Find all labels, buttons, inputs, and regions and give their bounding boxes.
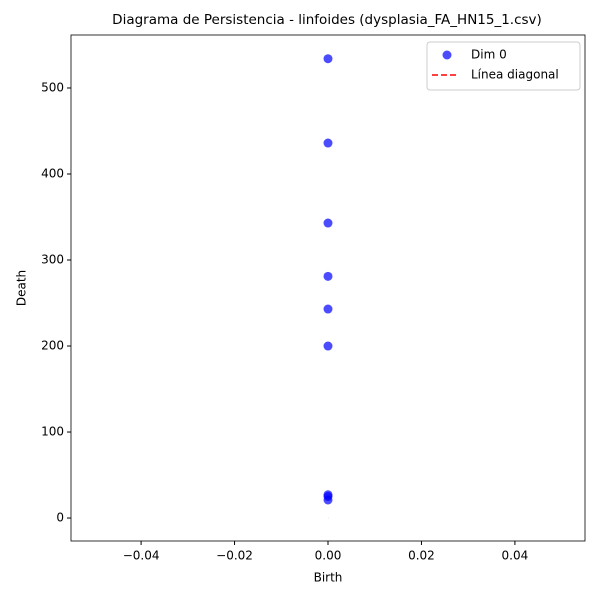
x-tick-label: 0.00: [315, 549, 342, 563]
point: [323, 138, 333, 148]
legend-label: Línea diagonal: [471, 68, 559, 82]
point: [323, 271, 333, 281]
y-tick-label: 100: [41, 425, 64, 439]
y-tick-label: 300: [41, 253, 64, 267]
x-tick-label: 0.02: [408, 549, 435, 563]
y-tick-label: 500: [41, 80, 64, 94]
x-axis-label: Birth: [314, 571, 343, 585]
x-tick-label: 0.04: [502, 549, 529, 563]
plot-frame: [70, 34, 586, 542]
y-tick-label: 200: [41, 339, 64, 353]
y-tick-label: 0: [56, 511, 64, 525]
point: [323, 495, 333, 505]
chart-title: Diagrama de Persistencia - linfoides (dy…: [112, 12, 542, 28]
legend-label: Dim 0: [471, 48, 507, 62]
point: [323, 54, 333, 64]
y-tick-label: 400: [41, 166, 64, 180]
point: [323, 304, 333, 314]
x-tick-label: −0.02: [216, 549, 253, 563]
point: [323, 218, 333, 228]
x-tick-label: −0.04: [123, 549, 160, 563]
point: [323, 341, 333, 351]
legend-box: [426, 41, 581, 91]
y-axis-label: Death: [15, 270, 29, 306]
legend-swatch: [442, 50, 452, 60]
